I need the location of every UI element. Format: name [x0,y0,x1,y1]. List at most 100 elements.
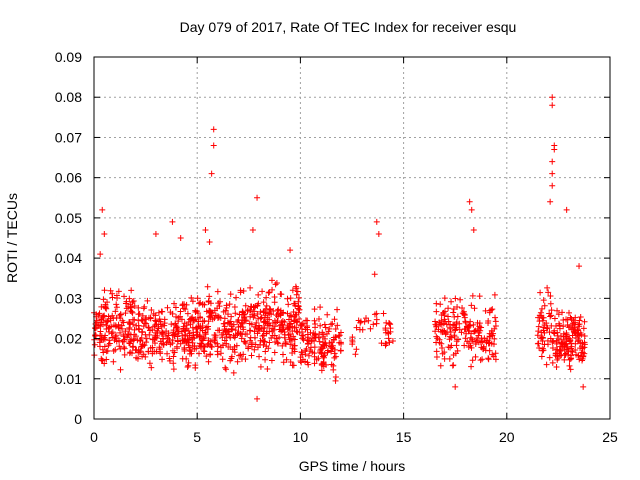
data-point [102,317,109,324]
data-point [454,303,461,310]
data-point [569,348,576,355]
data-point [171,331,178,338]
data-point [320,353,327,360]
data-point [373,218,380,225]
y-tick-label: 0.01 [55,371,82,387]
data-point [477,339,484,346]
data-point [256,324,263,331]
data-point [266,310,273,317]
data-point [242,356,249,363]
data-point [469,357,476,364]
data-point [121,293,128,300]
data-point [189,298,196,305]
data-point [159,356,166,363]
data-point [468,336,475,343]
data-point [317,347,324,354]
data-point [321,342,328,349]
data-point [232,310,239,317]
data-point [108,323,115,330]
data-point [337,347,344,354]
data-point [357,319,364,326]
data-point [536,345,543,352]
data-point [321,352,328,359]
data-point [279,342,286,349]
data-point [199,327,206,334]
data-point [169,340,176,347]
data-point [129,299,136,306]
data-point [99,206,106,213]
data-point [383,340,390,347]
data-point [146,360,153,367]
data-point [318,367,325,374]
data-point [539,337,546,344]
data-point [109,294,116,301]
data-point [462,335,469,342]
grid [94,57,610,419]
data-point [296,306,303,313]
data-point [163,339,170,346]
data-point [192,362,199,369]
data-point [561,356,568,363]
data-point [581,339,588,346]
data-point [247,307,254,314]
data-point [211,336,218,343]
data-point [137,336,144,343]
data-point [552,322,559,329]
data-point [104,347,111,354]
data-point [112,308,119,315]
data-point [433,322,440,329]
data-point [450,351,457,358]
data-point [187,321,194,328]
data-point [291,346,298,353]
data-point [334,322,341,329]
data-point [556,322,563,329]
data-point [169,218,176,225]
data-point [559,343,566,350]
data-point [184,363,191,370]
data-point [474,319,481,326]
data-point [332,326,339,333]
data-point [231,304,238,311]
data-point [133,354,140,361]
data-point [124,334,131,341]
data-point [462,326,469,333]
data-point [107,287,114,294]
data-point [197,314,204,321]
data-point [169,347,176,354]
data-point [570,328,577,335]
data-point [485,317,492,324]
data-point [223,340,230,347]
data-point [152,334,159,341]
data-point [91,341,98,348]
data-point [298,321,305,328]
data-point [226,301,233,308]
data-point [148,307,155,314]
data-point [481,335,488,342]
data-point [580,353,587,360]
data-point [121,351,128,358]
data-point [200,335,207,342]
data-point [457,296,464,303]
data-point [491,291,498,298]
data-point [453,338,460,345]
data-point [463,330,470,337]
data-point [567,345,574,352]
data-point [375,230,382,237]
data-point [329,345,336,352]
data-point [141,303,148,310]
data-point [557,352,564,359]
data-point [442,330,449,337]
data-point [259,288,266,295]
data-point [226,331,233,338]
data-point [114,294,121,301]
data-point [302,317,309,324]
data-point [222,307,229,314]
data-point [98,333,105,340]
data-point [572,314,579,321]
data-point [120,319,127,326]
data-point [436,319,443,326]
data-point [482,307,489,314]
data-point [191,335,198,342]
data-point [210,142,217,149]
data-point [142,316,149,323]
